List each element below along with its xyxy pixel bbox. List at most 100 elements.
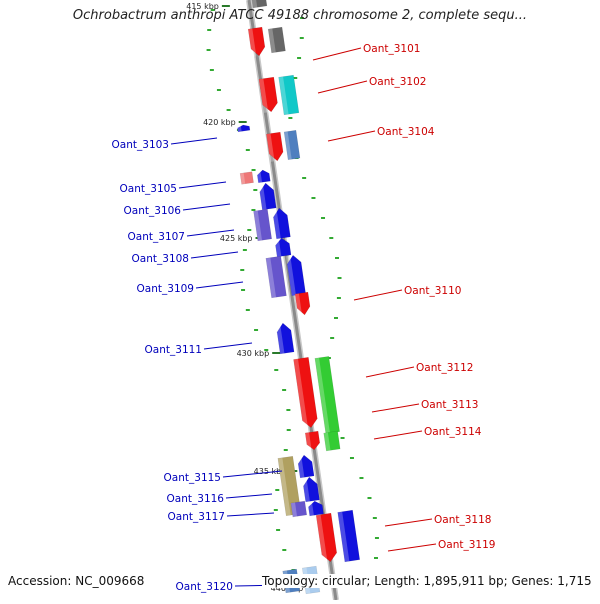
leader-line: [371, 403, 420, 413]
gene-feature: [247, 26, 266, 57]
leader-line: [226, 512, 275, 517]
leader-line: [186, 229, 235, 237]
gene-highlight: [297, 455, 305, 478]
gene-feature: [266, 131, 284, 162]
leader-line: [190, 251, 239, 259]
gene-label-oant_3106: Oant_3106: [124, 205, 182, 217]
gene-label-oant_3107: Oant_3107: [128, 231, 185, 243]
gene-label-oant_3104: Oant_3104: [377, 126, 435, 138]
gene-highlight: [253, 210, 263, 241]
gene-body: [239, 171, 254, 185]
gene-label-oant_3111: Oant_3111: [145, 344, 202, 356]
gene-feature: [337, 509, 361, 563]
gene-body: [267, 26, 286, 54]
gene-highlight: [251, 0, 258, 8]
gene-highlight: [258, 183, 267, 210]
gene-highlight: [305, 432, 312, 451]
gene-body: [237, 124, 251, 133]
gene-feature: [258, 76, 278, 113]
gene-body: [314, 356, 340, 434]
leader-line: [312, 47, 362, 61]
leader-line: [384, 518, 433, 527]
gene-highlight: [284, 131, 292, 160]
gene-feature: [278, 74, 300, 116]
leader-line: [365, 366, 415, 378]
gene-feature: [323, 430, 341, 452]
gene-feature: [307, 500, 324, 517]
map-title: Ochrobactrum anthropi ATCC 49188 chromos…: [72, 8, 528, 23]
leader-line: [317, 80, 368, 94]
gene-highlight: [314, 357, 330, 434]
gene-highlight: [258, 78, 269, 113]
gene-body: [304, 430, 321, 451]
gene-highlight: [290, 502, 298, 517]
scale-label: 435 kbp: [254, 467, 287, 476]
gene-label-oant_3120: Oant_3120: [176, 581, 233, 593]
gene-label-oant_3117: Oant_3117: [168, 511, 225, 523]
gene-label-oant_3112: Oant_3112: [416, 362, 473, 374]
gene-feature: [258, 182, 277, 211]
gene-body: [250, 0, 268, 9]
gene-body: [253, 208, 272, 242]
gene-highlight: [272, 208, 281, 239]
gene-label-oant_3115: Oant_3115: [164, 472, 221, 484]
gene-label-oant_3110: Oant_3110: [404, 285, 461, 297]
gene-highlight: [295, 293, 303, 316]
gene-body: [273, 207, 291, 240]
gene-label-oant_3108: Oant_3108: [132, 253, 189, 265]
gene-body: [303, 476, 320, 503]
leader-line: [387, 543, 437, 552]
gene-label-oant_3109: Oant_3109: [137, 283, 194, 295]
gene-highlight: [266, 133, 275, 162]
leader-line: [327, 130, 376, 142]
gene-feature: [286, 254, 306, 297]
accession-text: Accession: NC_009668: [8, 574, 145, 588]
gene-label-oant_3116: Oant_3116: [167, 493, 225, 505]
leader-line: [222, 470, 283, 478]
leader-line: [203, 342, 253, 350]
gene-label-oant_3101: Oant_3101: [363, 43, 420, 55]
gene-body: [293, 357, 318, 428]
gene-label-oant_3102: Oant_3102: [369, 76, 426, 88]
scale-label: 415 kbp: [186, 2, 219, 11]
gene-highlight: [240, 172, 246, 185]
gene-feature: [314, 356, 340, 434]
gene-body: [315, 512, 337, 563]
gene-label-oant_3103: Oant_3103: [112, 139, 169, 151]
gene-feature: [265, 255, 287, 299]
gene-highlight: [274, 238, 282, 257]
gene-body: [257, 169, 271, 184]
gene-feature: [272, 207, 291, 240]
gene-feature: [237, 124, 251, 133]
gene-body: [275, 237, 292, 258]
gene-label-oant_3105: Oant_3105: [120, 183, 177, 195]
gene-highlight: [278, 76, 289, 115]
gene-highlight: [286, 255, 296, 296]
gene-body: [266, 131, 284, 162]
gene-highlight: [237, 125, 242, 132]
gene-highlight: [316, 514, 328, 563]
gene-body: [247, 26, 266, 57]
gene-feature: [274, 237, 292, 258]
gene-highlight: [302, 477, 310, 502]
scale-label: 430 kbp: [237, 349, 270, 358]
gene-highlight: [265, 257, 277, 298]
gene-body: [337, 509, 361, 563]
leader-line: [178, 181, 227, 189]
gene-feature: [250, 0, 268, 9]
scale-label: 425 kbp: [220, 234, 253, 243]
gene-feature: [290, 500, 308, 518]
gene-highlight: [268, 28, 276, 53]
gene-feature: [294, 291, 311, 316]
label-leader-lines: [170, 47, 437, 587]
gene-body: [297, 454, 315, 479]
gene-body: [265, 255, 287, 299]
gene-body: [278, 74, 300, 116]
gene-feature: [253, 208, 272, 242]
gene-highlight: [248, 28, 257, 57]
leader-line: [353, 289, 403, 301]
gene-feature: [304, 430, 321, 451]
gene-body: [283, 130, 301, 160]
